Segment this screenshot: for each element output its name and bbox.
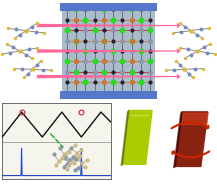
Polygon shape (121, 111, 129, 166)
Bar (62, 4, 155, 98)
Polygon shape (174, 112, 182, 168)
Bar (60, 91, 157, 99)
Bar (60, 3, 157, 11)
Polygon shape (122, 111, 152, 164)
Polygon shape (175, 112, 208, 167)
Polygon shape (182, 113, 208, 125)
